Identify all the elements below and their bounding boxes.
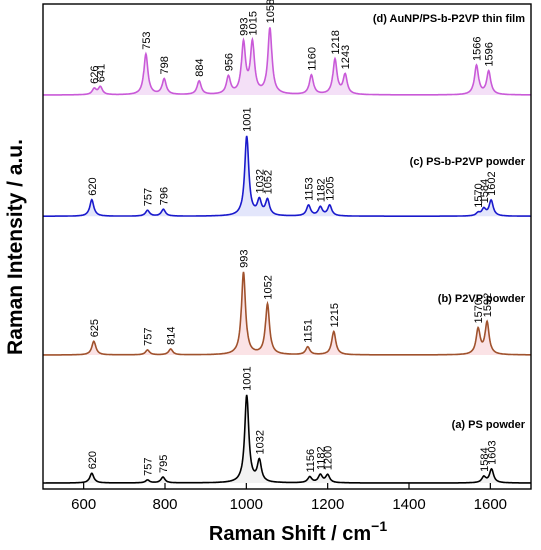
peak-label: 993	[239, 250, 251, 268]
x-axis-title-superscript: −1	[371, 518, 387, 534]
peak-label: 1052	[263, 170, 275, 194]
series-line	[43, 27, 531, 96]
peak-label: 1584	[479, 447, 491, 471]
x-axis-title-text: Raman Shift / cm	[209, 523, 371, 545]
series-line	[43, 271, 531, 356]
x-tick-label: 1600	[474, 496, 507, 513]
peak-label: 1156	[305, 449, 317, 473]
peak-label: 626	[89, 66, 101, 84]
peak-label: 956	[223, 53, 235, 71]
peak-label: 757	[143, 328, 155, 346]
x-axis-title: Raman Shift / cm−1	[209, 518, 387, 545]
peak-label: 757	[143, 188, 155, 206]
peak-label: 1205	[325, 176, 337, 200]
y-axis-title: Raman Intensity / a.u.	[4, 139, 27, 355]
peak-label: 1592	[482, 293, 494, 317]
peak-label: 1570	[473, 183, 485, 207]
series-name-label: (b) P2VP powder	[438, 293, 526, 305]
peak-label: 1015	[247, 11, 259, 35]
peak-label: 1584	[479, 179, 491, 203]
series-name-label: (a) PS powder	[452, 419, 526, 431]
series-fill	[43, 394, 531, 483]
plot-frame	[42, 3, 532, 490]
peak-label: 1182	[315, 446, 327, 470]
peak-label: 1052	[263, 275, 275, 299]
peak-label: 1001	[242, 366, 254, 390]
peak-label: 1570	[473, 299, 485, 323]
peak-label: 884	[194, 58, 206, 76]
peak-label: 625	[89, 319, 101, 337]
x-tick-label: 800	[152, 496, 177, 513]
peak-label: 1215	[329, 303, 341, 327]
peak-label: 1001	[242, 107, 254, 131]
series-fill	[43, 271, 531, 355]
x-tick-label: 600	[71, 496, 96, 513]
peak-label: 795	[158, 455, 170, 473]
x-tick-label: 1000	[230, 496, 263, 513]
peak-label: 620	[87, 451, 99, 469]
peak-label: 1032	[254, 169, 266, 193]
peak-label: 1243	[340, 45, 352, 69]
peak-label: 620	[87, 177, 99, 195]
peak-label: 1032	[254, 430, 266, 454]
peak-label: 1596	[484, 42, 496, 66]
peak-label: 796	[158, 187, 170, 205]
peak-label: 1182	[315, 179, 327, 203]
series-layer	[43, 27, 531, 484]
peak-label: 814	[166, 327, 178, 345]
series-name-label: (d) AuNP/PS-b-P2VP thin film	[373, 13, 525, 25]
peak-label: 798	[159, 56, 171, 74]
peak-label: 1200	[323, 446, 335, 470]
peak-label: 1566	[472, 37, 484, 61]
peak-label: 753	[141, 31, 153, 49]
peak-label: 757	[143, 458, 155, 476]
series-fill	[43, 27, 531, 95]
peak-label: 1153	[304, 177, 316, 201]
peak-label: 1603	[487, 440, 499, 464]
series-fill	[43, 135, 531, 217]
x-axis-ticks: 600 800 1000 1200 1400 1600	[71, 483, 507, 513]
x-tick-label: 1400	[392, 496, 425, 513]
x-tick-label: 1200	[311, 496, 344, 513]
series-line	[43, 394, 531, 484]
peak-label: 1160	[306, 47, 318, 71]
series-name-label: (c) PS-b-P2VP powder	[410, 156, 526, 168]
peak-label: 1151	[303, 319, 315, 343]
peak-label: 1602	[486, 171, 498, 195]
peak-label: 1218	[330, 30, 342, 54]
peak-label: 993	[239, 18, 251, 36]
peak-label: 641	[95, 64, 107, 82]
peak-label: 1058	[265, 0, 277, 23]
series-line	[43, 135, 531, 217]
